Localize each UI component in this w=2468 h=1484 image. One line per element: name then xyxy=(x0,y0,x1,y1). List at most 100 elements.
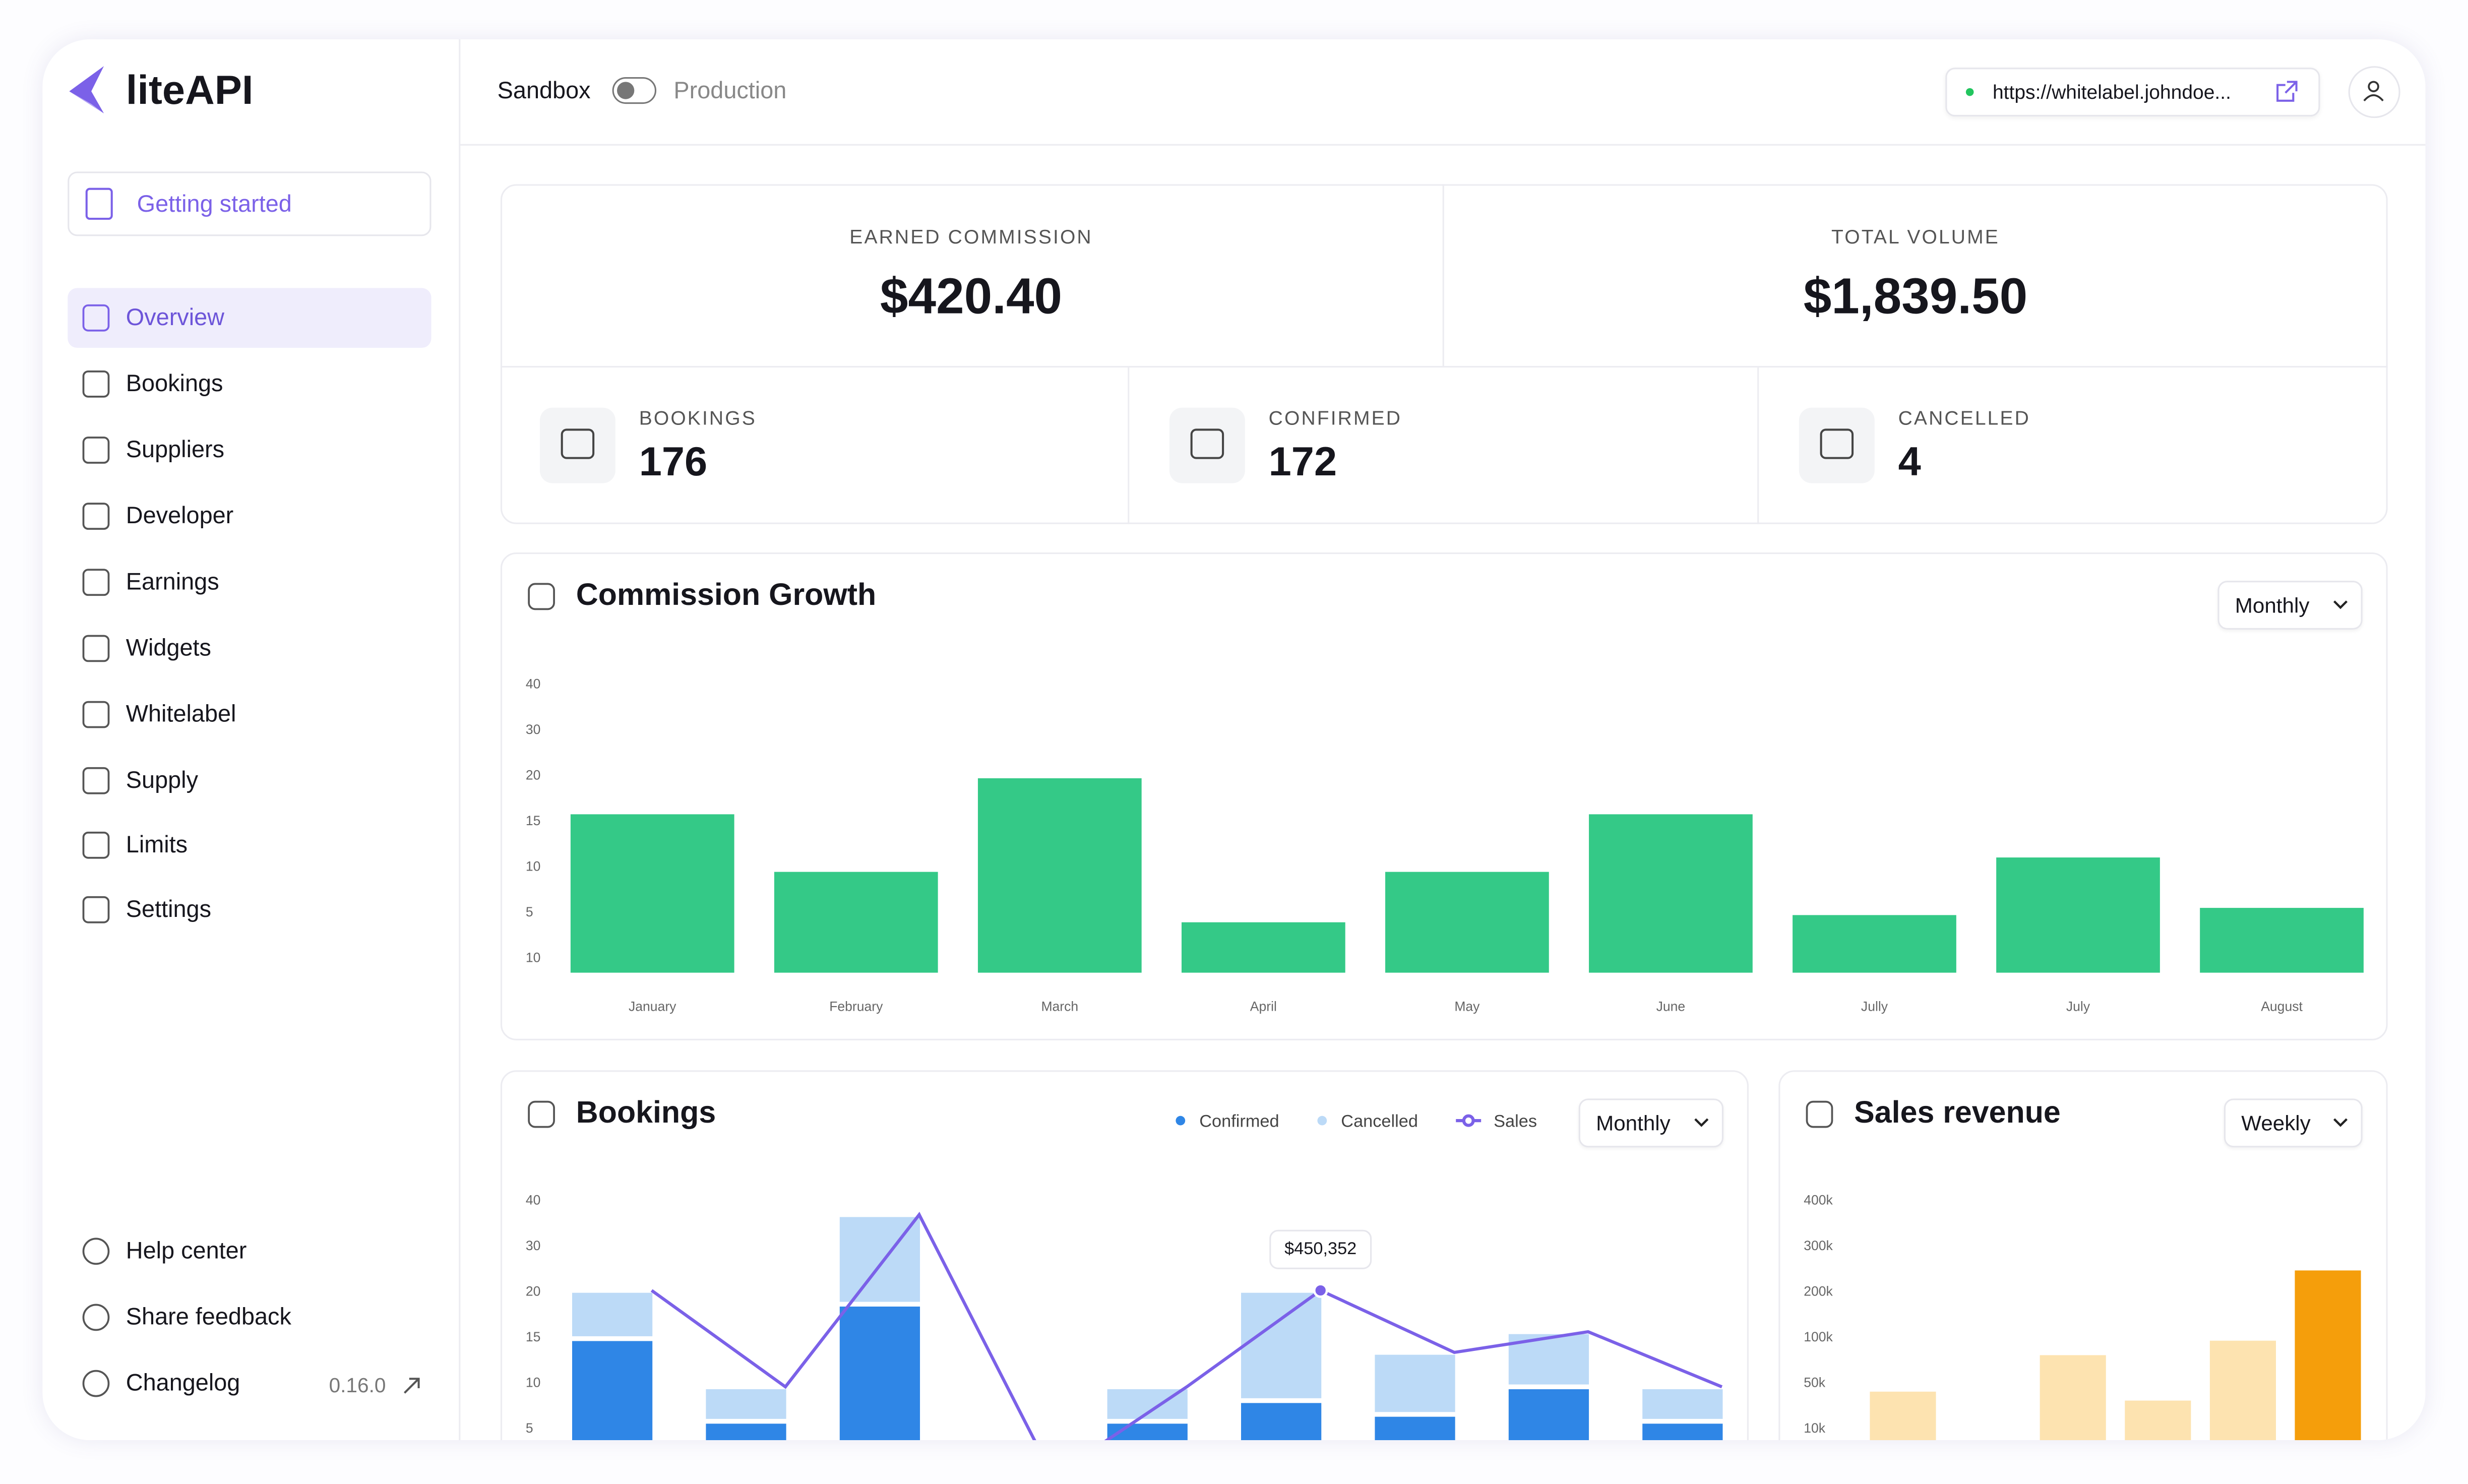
graphics: 40 30 20 15 10 5 10 January February March April Ma… xyxy=(69,39,2426,1440)
legend-marker xyxy=(1176,1116,1186,1126)
y-tick-label: 300k xyxy=(1804,1238,1833,1253)
nav-icon xyxy=(82,569,110,596)
url-box[interactable] xyxy=(1945,68,2320,117)
y-tick-label: 30 xyxy=(526,722,541,737)
period-dropdown[interactable] xyxy=(2224,1098,2363,1148)
nav-label[interactable]: Whitelabel xyxy=(126,701,236,728)
stat-icon-box xyxy=(1799,407,1875,483)
x-tick-label: July xyxy=(2066,999,2090,1014)
chart-card xyxy=(500,1070,1749,1440)
url-text: https://whitelabel.johndoe... xyxy=(1992,81,2232,104)
bar xyxy=(570,814,734,973)
stat-icon xyxy=(1820,428,1854,459)
logo-icon xyxy=(69,66,104,113)
y-tick-label: 40 xyxy=(526,676,541,691)
footer-icon xyxy=(82,1238,110,1265)
user-icon xyxy=(2368,81,2379,92)
period-label[interactable]: Weekly xyxy=(2241,1111,2311,1136)
nav-icon xyxy=(82,896,110,923)
y-tick-label: 5 xyxy=(526,1420,533,1436)
stat-label: EARNED COMMISSION xyxy=(849,226,1093,249)
footer-link[interactable]: Changelog xyxy=(126,1370,240,1397)
stat-value: $420.40 xyxy=(880,267,1063,325)
stat-icon-box xyxy=(1169,407,1245,483)
bar-segment xyxy=(1370,1350,1460,1417)
user-icon xyxy=(2363,94,2384,102)
footer-link[interactable]: Help center xyxy=(126,1238,247,1265)
nav-label[interactable]: Bookings xyxy=(126,370,223,398)
footer-icon xyxy=(82,1370,110,1397)
nav-label[interactable]: Supply xyxy=(126,767,199,794)
stat-value: 176 xyxy=(639,438,708,485)
external-link-icon xyxy=(2276,81,2298,102)
x-tick-label: May xyxy=(1454,999,1480,1014)
y-tick-label: 100k xyxy=(1804,1329,1833,1344)
content: 40 30 20 15 10 5 10 January February March April Ma… xyxy=(42,39,2426,1440)
bar xyxy=(1793,915,1956,973)
nav-label[interactable]: Earnings xyxy=(126,569,219,596)
bar-segment xyxy=(835,1302,925,1440)
nav-item-active[interactable] xyxy=(68,288,431,348)
nav-label[interactable]: Limits xyxy=(126,832,188,859)
x-tick-label: June xyxy=(1656,999,1686,1014)
footer-link[interactable]: Share feedback xyxy=(126,1304,291,1331)
y-tick-label: 50k xyxy=(1804,1375,1826,1390)
stat-label: CONFIRMED xyxy=(1268,407,1402,429)
nav-label[interactable]: Suppliers xyxy=(126,437,225,464)
x-tick-label: March xyxy=(1041,999,1078,1014)
nav-label[interactable]: Developer xyxy=(126,503,234,530)
nav-icon xyxy=(82,767,110,794)
nav-label[interactable]: Overview xyxy=(126,304,224,332)
y-tick-label: 15 xyxy=(526,1329,541,1344)
chart-card xyxy=(1778,1070,2388,1440)
nav-label[interactable]: Settings xyxy=(126,896,212,923)
x-tick-label: February xyxy=(829,999,883,1014)
tooltip xyxy=(1269,1229,1372,1269)
stat-value: $1,839.50 xyxy=(1803,267,2028,325)
sales-point xyxy=(1313,1283,1328,1298)
bar-segment xyxy=(1236,1288,1326,1403)
getting-started-icon xyxy=(85,188,113,220)
footer-icon xyxy=(82,1304,110,1331)
nav-icon xyxy=(82,635,110,662)
sales-line xyxy=(650,1211,1723,1440)
stat-icon-box xyxy=(539,407,615,483)
bar xyxy=(977,778,1142,973)
bar xyxy=(1996,857,2160,973)
chart-title: Sales revenue xyxy=(1854,1095,2061,1131)
period-dropdown[interactable] xyxy=(2217,581,2363,630)
y-tick-label: 20 xyxy=(526,1284,541,1299)
bar xyxy=(1870,1391,1936,1440)
y-tick-label: 40 xyxy=(526,1192,541,1207)
bar-segment xyxy=(701,1418,791,1440)
bar xyxy=(2125,1400,2191,1440)
nav-icon xyxy=(82,304,110,332)
dropdown-chevron xyxy=(2333,1118,2348,1127)
y-tick-label: 15 xyxy=(526,813,541,828)
dropdown-chevron xyxy=(2333,600,2348,609)
bar xyxy=(2295,1270,2361,1440)
period-dropdown[interactable] xyxy=(1578,1098,1724,1148)
getting-started-label: Getting started xyxy=(137,191,292,218)
bar xyxy=(774,872,938,973)
brand-name: liteAPI xyxy=(126,66,254,113)
env-toggle[interactable] xyxy=(612,77,657,104)
stat-icon xyxy=(561,428,595,459)
chart-title: Commission Growth xyxy=(576,578,877,613)
nav-label[interactable]: Widgets xyxy=(126,635,211,662)
stat-label: BOOKINGS xyxy=(639,407,757,429)
bar xyxy=(2200,908,2364,973)
y-tick-label: 10k xyxy=(1804,1420,1826,1436)
y-tick-label: 5 xyxy=(526,904,533,919)
legend-marker xyxy=(1317,1116,1327,1126)
period-label[interactable]: Monthly xyxy=(1596,1111,1671,1136)
period-label[interactable]: Monthly xyxy=(2235,593,2310,617)
bar xyxy=(2040,1355,2106,1440)
version: 0.16.0 xyxy=(329,1373,386,1397)
user-button[interactable] xyxy=(2348,66,2400,118)
getting-started-button[interactable] xyxy=(68,171,431,236)
app-window: 40 30 20 15 10 5 10 January February March April Ma… xyxy=(42,39,2426,1440)
y-tick-label: 30 xyxy=(526,1238,541,1253)
